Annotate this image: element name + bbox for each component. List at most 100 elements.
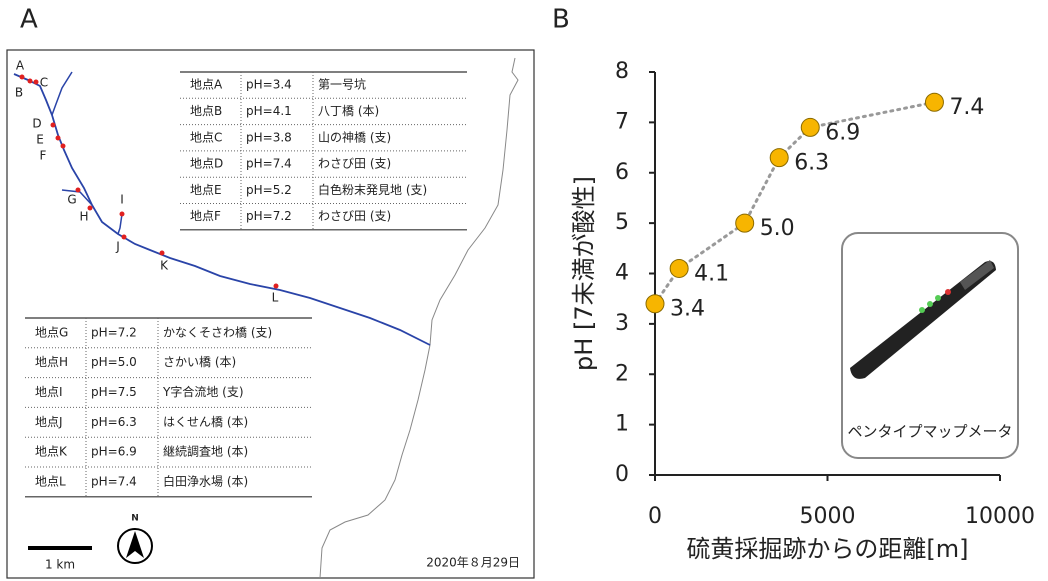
point-label: J — [115, 240, 120, 254]
data-point — [735, 213, 755, 233]
table-cell: 地点F — [190, 209, 221, 223]
table-cell: 地点G — [35, 325, 68, 339]
sample-point — [55, 135, 61, 141]
table-cell: 地点J — [35, 415, 63, 429]
point-label: G — [67, 193, 76, 207]
table-cell: 地点H — [35, 355, 68, 369]
x-axis-label: 硫黄採掘跡からの距離[m] — [686, 535, 968, 563]
table-cell: pH=6.9 — [91, 445, 137, 459]
tributary — [51, 71, 73, 116]
sample-point — [19, 74, 25, 80]
table-cell: pH=7.5 — [91, 385, 137, 399]
point-label: I — [120, 193, 124, 207]
sample-point — [273, 283, 279, 289]
value-label: 4.1 — [694, 261, 729, 286]
y-tick-label: 6 — [615, 160, 629, 185]
y-tick-label: 1 — [615, 412, 629, 437]
table-cell: 八丁橋 (本) — [318, 104, 379, 118]
table-cell: はくせん橋 (本) — [163, 415, 248, 429]
table-cell: pH=6.3 — [91, 415, 137, 429]
value-label: 6.3 — [794, 151, 829, 176]
data-point — [800, 117, 820, 137]
y-tick-label: 2 — [615, 361, 629, 386]
table-cell: わさび田 (支) — [318, 157, 391, 171]
data-point — [669, 258, 689, 278]
sample-point — [50, 122, 56, 128]
table-cell: 地点I — [35, 385, 63, 399]
sample-point — [75, 187, 81, 193]
x-tick-label: 5000 — [800, 504, 856, 529]
table-cell: pH=3.8 — [246, 130, 292, 144]
table-cell: Y字合流地 (支) — [162, 384, 244, 399]
y-tick-label: 7 — [615, 109, 629, 134]
north-label: N — [131, 514, 139, 524]
date: 2020年８月29日 — [426, 556, 520, 570]
value-label: 6.9 — [825, 120, 860, 145]
table-cell: 地点C — [190, 130, 222, 144]
y-tick-label: 0 — [615, 462, 629, 487]
table-cell: pH=7.4 — [246, 157, 292, 171]
table-cell: pH=5.2 — [246, 183, 292, 197]
table-cell: 白田浄水場 (本) — [163, 473, 248, 488]
y-axis-label: pH [7未満が酸性] — [570, 176, 598, 371]
sample-point — [33, 79, 39, 85]
point-label: E — [36, 133, 44, 147]
panel-label: A — [20, 5, 38, 35]
map-frame — [6, 49, 535, 579]
x-tick-label: 10000 — [965, 504, 1035, 529]
pen-display — [960, 260, 994, 290]
north-arrow — [126, 531, 144, 558]
inset-frame — [841, 232, 1019, 459]
point-label: L — [272, 291, 279, 305]
pen-button — [945, 289, 951, 295]
table-cell: 地点E — [190, 183, 222, 197]
table-cell: かなくそさわ橋 (支) — [163, 325, 272, 339]
sample-point — [121, 234, 127, 240]
table-cell: pH=3.4 — [246, 78, 292, 92]
coastline — [319, 57, 519, 579]
table-cell: 継続調査地 (本) — [163, 444, 248, 459]
table-cell: pH=7.2 — [246, 209, 292, 223]
x-tick-label: 0 — [648, 504, 662, 529]
table-cell: 地点K — [35, 445, 68, 459]
table-cell: さかい橋 (本) — [163, 355, 236, 369]
pen-button — [919, 307, 925, 313]
sample-point — [27, 78, 33, 84]
point-label: C — [40, 76, 48, 90]
inset-caption: ペンタイプマップメータ — [847, 423, 1012, 441]
table-cell: 地点L — [35, 474, 66, 488]
tributary — [61, 189, 93, 206]
table-cell: 山の神橋 (支) — [318, 130, 391, 144]
sample-point — [159, 250, 165, 256]
table-cell: pH=4.1 — [246, 104, 292, 118]
sample-point — [87, 205, 93, 211]
table-cell: pH=7.2 — [91, 325, 137, 339]
table-cell: 地点A — [190, 78, 223, 92]
value-label: 5.0 — [760, 216, 795, 241]
point-label: H — [79, 210, 88, 224]
pen-button — [927, 301, 933, 307]
y-tick-label: 4 — [615, 261, 629, 286]
river — [13, 73, 431, 346]
pen-illustration — [850, 261, 996, 379]
table-cell: 地点D — [190, 157, 223, 171]
table-cell: pH=7.4 — [91, 474, 137, 488]
tributary — [117, 213, 123, 235]
data-point — [645, 294, 665, 314]
data-point — [769, 148, 789, 168]
sample-point — [119, 211, 125, 217]
y-tick-label: 3 — [615, 311, 629, 336]
y-tick-label: 5 — [615, 210, 629, 235]
y-tick-label: 8 — [615, 59, 629, 84]
point-label: B — [15, 86, 23, 100]
data-point — [924, 92, 944, 112]
point-label: A — [16, 59, 25, 73]
point-label: F — [40, 149, 47, 163]
panel-label: B — [552, 5, 570, 35]
point-label: D — [32, 117, 41, 131]
table-cell: pH=5.0 — [91, 355, 137, 369]
point-label: K — [160, 259, 169, 273]
table-cell: わさび田 (支) — [318, 209, 391, 223]
table-cell: 白色粉末発見地 (支) — [318, 182, 427, 197]
